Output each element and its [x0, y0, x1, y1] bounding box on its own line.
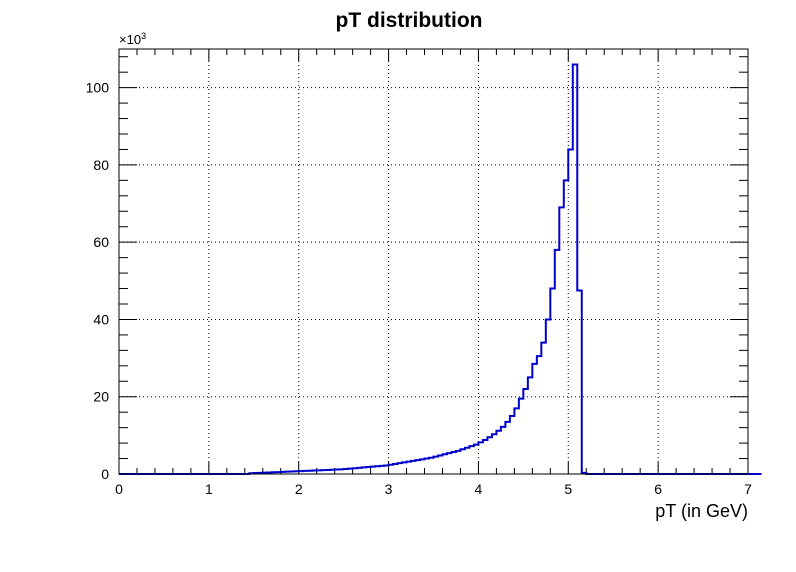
- y-tick-label: 0: [101, 466, 109, 482]
- plot-frame: [118, 48, 749, 475]
- x-tick-label: 6: [654, 481, 662, 497]
- y-tick-label: 100: [86, 80, 110, 96]
- x-tick-label: 7: [744, 481, 752, 497]
- y-multiplier-base: ×10: [119, 32, 141, 47]
- x-tick-label: 0: [115, 481, 123, 497]
- x-tick-labels: 0 1 2 3 4 5 6 7: [115, 481, 752, 497]
- y-multiplier-exponent: 3: [141, 31, 146, 41]
- x-tick-label: 4: [475, 481, 483, 497]
- y-tick-label: 80: [93, 157, 109, 173]
- x-axis-label: pT (in GeV): [655, 501, 748, 521]
- histogram-line: [119, 63, 762, 475]
- x-tick-label: 2: [295, 481, 303, 497]
- y-axis-multiplier: ×103: [119, 31, 146, 47]
- axis-ticks: [118, 49, 749, 475]
- x-tick-label: 3: [385, 481, 393, 497]
- x-tick-label: 1: [205, 481, 213, 497]
- y-tick-label: 60: [93, 234, 109, 250]
- x-tick-label: 5: [564, 481, 572, 497]
- y-tick-label: 20: [93, 389, 109, 405]
- grid-lines: [119, 49, 748, 474]
- y-tick-label: 40: [93, 311, 109, 327]
- chart-title: pT distribution: [336, 9, 483, 32]
- y-tick-labels: 0 20 40 60 80 100: [86, 80, 110, 482]
